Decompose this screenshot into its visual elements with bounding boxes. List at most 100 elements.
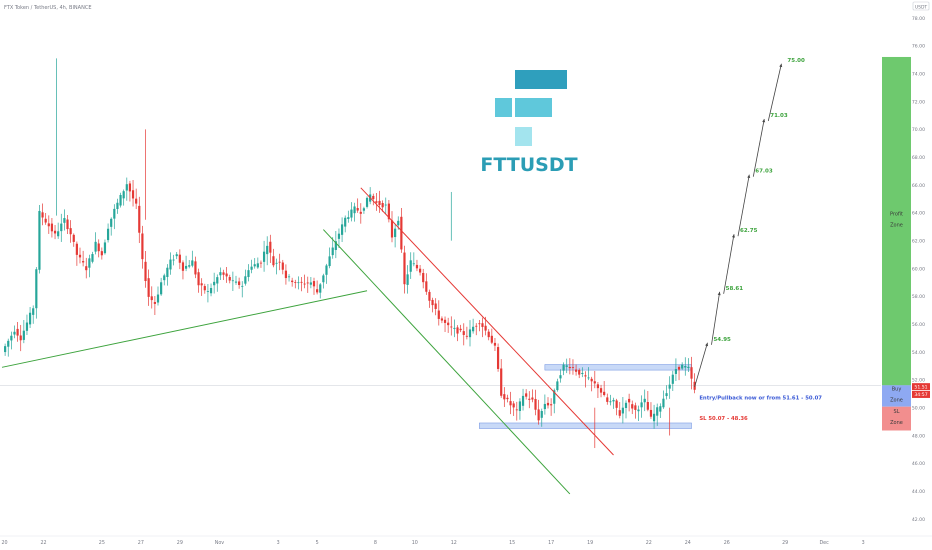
- y-tick-label: 46.00: [912, 461, 925, 467]
- target-arrow: [694, 342, 708, 387]
- x-tick-label: 22: [40, 540, 46, 546]
- candle-body: [550, 404, 553, 406]
- target-arrow: [767, 63, 782, 122]
- candle-body: [353, 206, 356, 214]
- candle-body: [331, 247, 334, 256]
- candle-body: [172, 259, 175, 261]
- candle-body: [347, 217, 350, 219]
- candle-body: [244, 276, 247, 284]
- y-tick-label: 60.00: [912, 266, 925, 272]
- candle-body: [103, 242, 107, 254]
- candle-body: [213, 281, 216, 286]
- ascending-support[interactable]: [1, 290, 368, 368]
- candle-body: [97, 243, 100, 252]
- candle-body: [665, 393, 668, 397]
- candle-body: [518, 401, 522, 411]
- candle-body: [284, 270, 288, 279]
- candle-body: [69, 228, 72, 235]
- candle-body: [390, 220, 394, 238]
- y-tick-label: 48.00: [912, 433, 925, 439]
- symbol-header[interactable]: FTX Token / TetherUS, 4h, BINANCE: [4, 5, 92, 11]
- price-badge-label: 34:57: [914, 392, 927, 398]
- candle-body: [60, 223, 63, 232]
- candle-body: [309, 282, 312, 285]
- candle-body: [484, 325, 487, 331]
- candle-body: [269, 241, 272, 253]
- candle-body: [387, 203, 390, 220]
- candle-body: [19, 335, 22, 341]
- currency-tag[interactable]: USDT: [915, 4, 928, 10]
- channel-top[interactable]: [360, 187, 614, 456]
- candle-body: [169, 259, 172, 270]
- candle-body: [590, 378, 593, 382]
- candle-body: [72, 234, 75, 242]
- candle-body: [425, 281, 428, 292]
- x-tick-label: 29: [177, 540, 183, 546]
- candle-body: [537, 409, 540, 421]
- candle-body: [631, 404, 634, 409]
- candle-body: [300, 281, 303, 283]
- channel-bottom[interactable]: [322, 229, 571, 495]
- candle-body: [628, 398, 631, 403]
- candle-body: [447, 322, 450, 326]
- y-tick-label: 66.00: [912, 183, 925, 189]
- target-arrow: [737, 174, 750, 237]
- candle-body: [462, 331, 465, 335]
- right-zone-label: Buy: [892, 386, 902, 392]
- target-arrow: [752, 118, 765, 177]
- candle-body: [22, 330, 25, 340]
- candle-body: [53, 230, 57, 234]
- target-label: 75.00: [787, 58, 805, 64]
- candle-body: [528, 398, 531, 400]
- candle-body: [459, 328, 462, 331]
- candle-body: [228, 277, 231, 281]
- candle-body: [652, 413, 656, 422]
- candle-body: [437, 310, 440, 319]
- right-zone-1: [882, 385, 911, 407]
- candle-body: [372, 195, 375, 200]
- target-label: 67.03: [755, 169, 773, 175]
- arrow-head: [731, 234, 735, 238]
- candle-body: [559, 375, 562, 379]
- right-zone-0: [882, 56, 911, 386]
- candle-body: [119, 194, 122, 206]
- candle-body: [328, 256, 331, 267]
- candle-body: [403, 252, 406, 285]
- candle-body: [440, 318, 444, 321]
- candle-body: [241, 285, 244, 287]
- candle-body: [618, 410, 621, 416]
- candle-body: [75, 243, 78, 255]
- candle-body: [66, 219, 69, 230]
- candle-body: [571, 367, 575, 369]
- candle-body: [216, 277, 219, 284]
- candle-body: [82, 261, 85, 263]
- candle-body: [178, 254, 181, 263]
- candle-body: [160, 282, 163, 295]
- candle-body: [556, 381, 559, 391]
- candle-body: [141, 233, 144, 260]
- candle-body: [359, 211, 362, 214]
- candle-body: [409, 260, 412, 272]
- candle-body: [599, 388, 603, 393]
- candle-body: [603, 391, 606, 396]
- candle-body: [659, 406, 662, 412]
- x-tick-label: 3: [277, 540, 280, 546]
- candle-body: [294, 282, 297, 284]
- candle-body: [231, 280, 234, 282]
- candle-body: [581, 372, 584, 374]
- x-tick-label: 25: [99, 540, 105, 546]
- candle-body: [378, 200, 381, 205]
- arrow-head: [779, 63, 783, 68]
- candle-body: [418, 268, 422, 273]
- target-arrow: [711, 291, 721, 345]
- candle-body: [306, 282, 309, 284]
- candle-body: [32, 308, 35, 315]
- candle-body: [325, 265, 328, 275]
- y-tick-label: 54.00: [912, 350, 925, 356]
- candle-body: [28, 312, 32, 325]
- candle-body: [443, 319, 447, 323]
- candle-body: [422, 272, 425, 283]
- candle-body: [125, 184, 128, 191]
- candle-body: [128, 183, 132, 192]
